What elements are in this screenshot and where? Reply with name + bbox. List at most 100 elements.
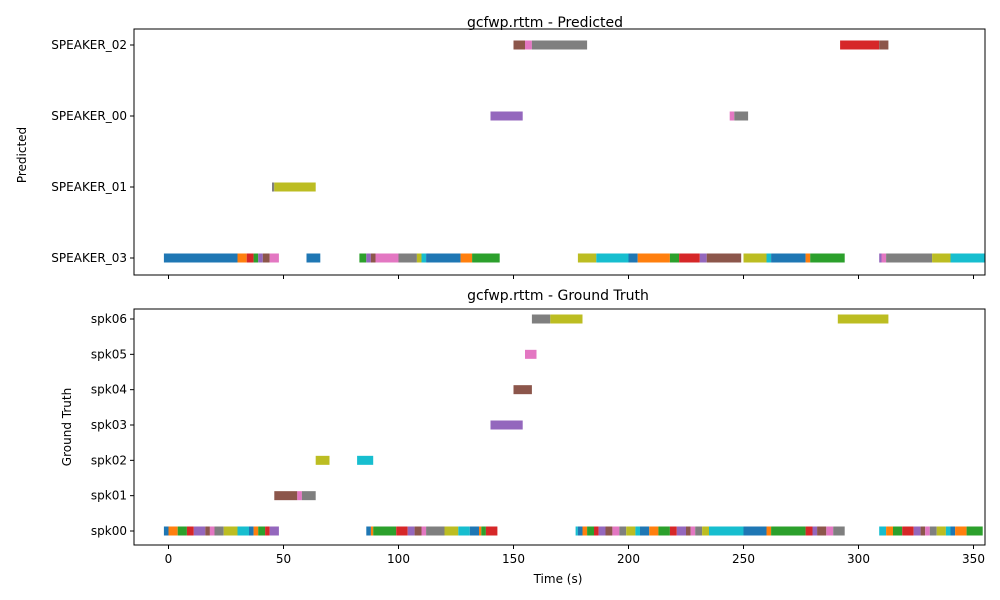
speech-segment xyxy=(577,526,583,536)
speech-segment xyxy=(679,253,700,263)
speech-segment xyxy=(699,253,707,263)
speech-segment xyxy=(370,253,376,263)
speech-segment xyxy=(513,385,532,395)
speech-segment xyxy=(205,526,210,536)
speech-segment xyxy=(879,526,887,536)
speech-segment xyxy=(258,253,263,263)
ground-truth-y-axis-label: Ground Truth xyxy=(60,388,74,466)
speech-segment xyxy=(444,526,459,536)
speech-segment xyxy=(249,526,254,536)
speech-segment xyxy=(932,253,951,263)
speech-segment xyxy=(472,253,500,263)
speech-segment xyxy=(531,314,551,324)
x-axis-label: Time (s) xyxy=(533,572,583,586)
speech-segment xyxy=(525,40,532,50)
speech-segment xyxy=(426,253,461,263)
speech-segment xyxy=(886,253,933,263)
speech-segment xyxy=(709,526,744,536)
x-tick-label: 300 xyxy=(847,552,870,566)
speech-segment xyxy=(966,526,983,536)
speech-segment xyxy=(575,526,578,536)
speech-segment xyxy=(805,526,813,536)
speech-segment xyxy=(929,526,937,536)
speech-segment xyxy=(214,526,224,536)
speech-segment xyxy=(490,111,523,121)
speech-segment xyxy=(163,526,169,536)
speech-segment xyxy=(676,526,686,536)
speech-segment xyxy=(695,526,703,536)
ground-truth-plot-frame xyxy=(133,308,986,546)
speech-segment xyxy=(805,253,811,263)
speech-segment xyxy=(301,491,316,501)
ground-truth-panel: gcfwp.rttm - Ground Truth Ground Truth s… xyxy=(60,288,986,586)
speech-segment xyxy=(612,526,620,536)
x-tick-label: 50 xyxy=(276,552,291,566)
speech-segment xyxy=(407,526,415,536)
y-tick-label: SPEAKER_02 xyxy=(51,38,127,52)
y-tick-label: SPEAKER_03 xyxy=(51,251,127,265)
speech-segment xyxy=(669,253,680,263)
speech-segment xyxy=(706,253,742,263)
speech-segment xyxy=(913,526,921,536)
ground-truth-chart-title: gcfwp.rttm - Ground Truth xyxy=(467,288,649,304)
y-tick-label: spk01 xyxy=(91,489,127,503)
speech-segment xyxy=(458,526,470,536)
y-tick-label: spk03 xyxy=(91,418,127,432)
speech-segment xyxy=(881,253,887,263)
speech-segment xyxy=(479,526,482,536)
speech-segment xyxy=(837,314,889,324)
speech-segment xyxy=(262,253,270,263)
speech-segment xyxy=(186,526,194,536)
y-tick-label: SPEAKER_01 xyxy=(51,180,127,194)
speech-segment xyxy=(925,526,930,536)
x-tick-label: 350 xyxy=(962,552,985,566)
speech-segment xyxy=(357,455,374,465)
speech-segment xyxy=(258,526,266,536)
speech-segment xyxy=(223,526,238,536)
speech-segment xyxy=(945,526,951,536)
speech-segment xyxy=(936,526,946,536)
speech-segment xyxy=(702,526,709,536)
speech-segment xyxy=(366,526,371,536)
x-tick-label: 150 xyxy=(502,552,525,566)
speech-segment xyxy=(920,526,926,536)
predicted-plot-frame xyxy=(133,28,986,276)
speech-segment xyxy=(810,253,845,263)
speech-segment xyxy=(306,253,321,263)
speech-segment xyxy=(577,253,597,263)
y-tick-label: spk06 xyxy=(91,312,127,326)
speech-segment xyxy=(253,253,259,263)
speech-segment xyxy=(669,526,677,536)
speech-segment xyxy=(594,526,599,536)
speech-segment xyxy=(396,526,408,536)
speech-segment xyxy=(237,526,249,536)
y-tick-label: spk05 xyxy=(91,347,127,361)
speech-segment xyxy=(635,526,640,536)
speech-segment xyxy=(269,253,279,263)
speech-segment xyxy=(598,526,606,536)
speech-segment xyxy=(274,491,298,501)
speech-segment xyxy=(879,253,882,263)
speech-segment xyxy=(587,526,594,536)
y-tick-label: SPEAKER_00 xyxy=(51,109,127,123)
speech-segment xyxy=(370,526,374,536)
speech-segment xyxy=(743,253,767,263)
speech-segment xyxy=(729,111,735,121)
speech-segment xyxy=(902,526,914,536)
speech-segment xyxy=(414,526,422,536)
speech-segment xyxy=(421,526,427,536)
x-tick-label: 200 xyxy=(617,552,640,566)
speech-segment xyxy=(766,526,772,536)
speech-segment xyxy=(513,40,525,50)
x-tick-label: 0 xyxy=(165,552,173,566)
speech-segment xyxy=(955,526,967,536)
speech-segment xyxy=(626,526,636,536)
speech-segment xyxy=(272,182,275,192)
speech-segment xyxy=(640,526,650,536)
speech-segment xyxy=(426,526,445,536)
speech-segment xyxy=(481,526,486,536)
speech-segment xyxy=(246,253,254,263)
speech-segment xyxy=(525,349,537,359)
speech-segment xyxy=(209,526,215,536)
